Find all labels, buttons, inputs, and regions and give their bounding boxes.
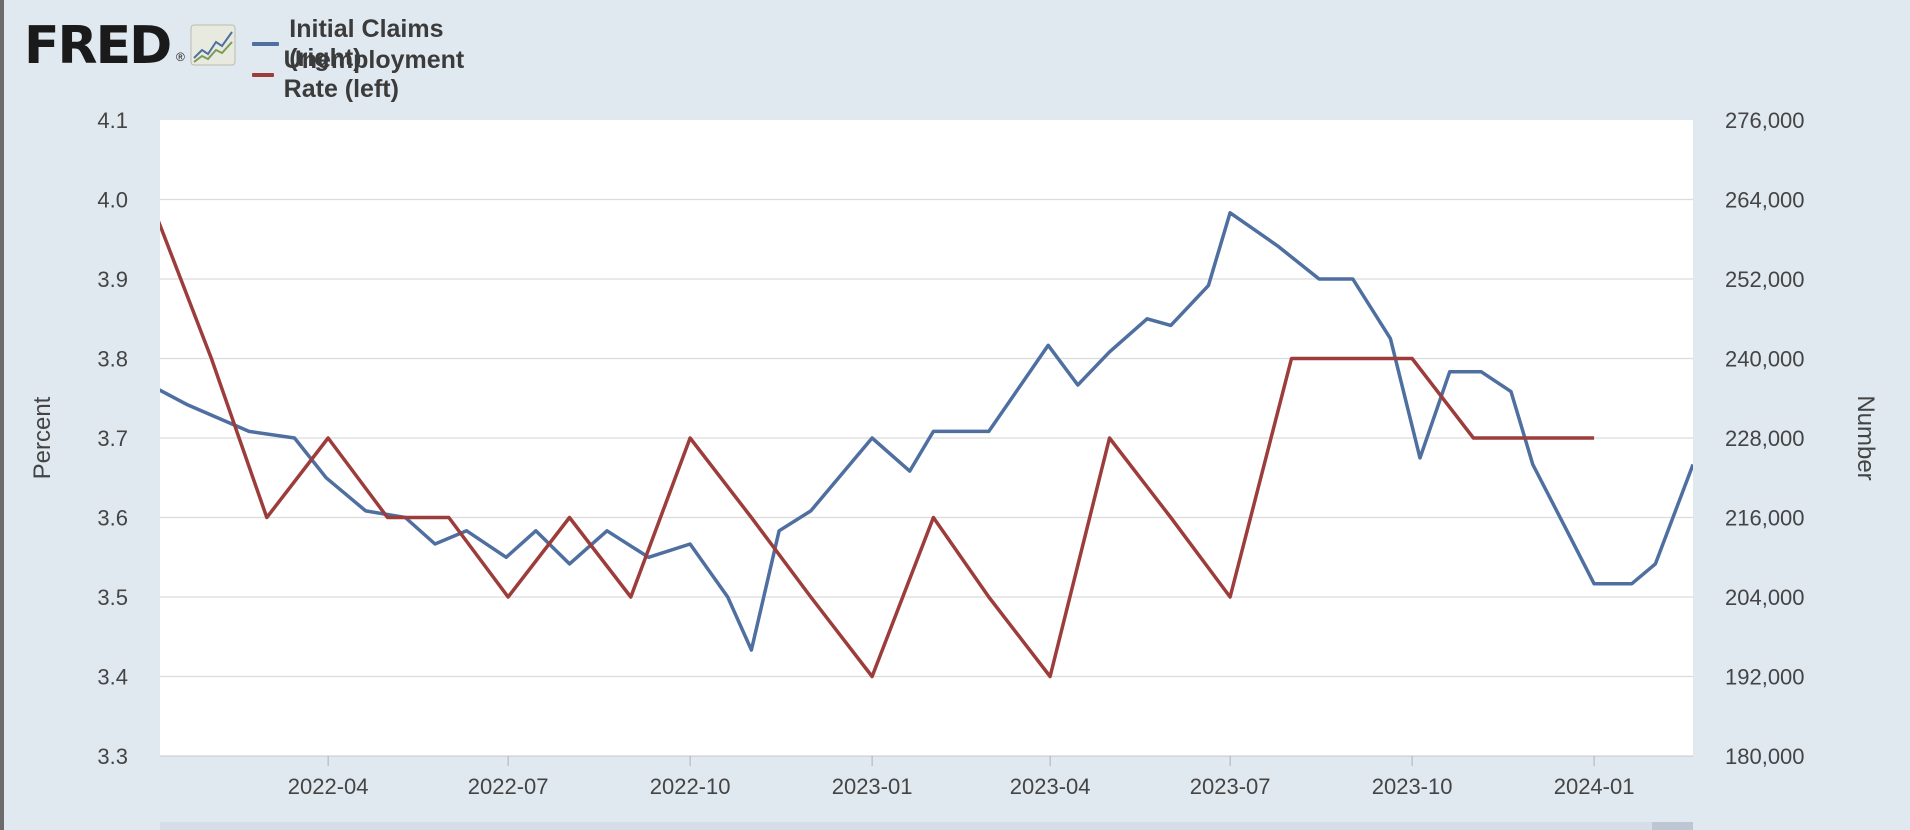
registered-mark: ® [176, 50, 185, 64]
legend-label-initial-claims: Initial Claims (right) [289, 14, 444, 72]
legend-item-unemployment-rate[interactable]: Unemployment Rate (left) [252, 46, 477, 103]
x-tick-label: 2024-01 [1554, 774, 1635, 799]
y-tick-label-right: 216,000 [1725, 506, 1805, 531]
y-tick-label-left: 3.4 [97, 665, 128, 690]
x-axis: 2022-04 2022-07 2022-10 2023-01 2023-04 2023-… [160, 755, 1693, 799]
y-tick-label-left: 3.7 [97, 426, 128, 451]
x-tick-label: 2022-04 [288, 774, 369, 799]
legend-swatch-unemployment-rate [252, 72, 274, 77]
y-tick-label-right: 240,000 [1725, 347, 1805, 372]
series-layer [150, 200, 1693, 679]
y-axis-left: 3.3 3.4 3.5 3.6 3.7 3.8 3.9 4.0 4.1 [97, 108, 128, 769]
y-tick-label-left: 3.3 [97, 744, 128, 769]
x-tick-label: 2023-04 [1010, 774, 1091, 799]
x-tick-label: 2022-10 [650, 774, 731, 799]
y-tick-label-right: 204,000 [1725, 585, 1805, 610]
series-line-unemployment-rate[interactable] [150, 200, 1595, 679]
x-tick-label: 2023-01 [832, 774, 913, 799]
y-tick-label-right: 180,000 [1725, 744, 1805, 769]
navigator-bar[interactable] [160, 822, 1693, 830]
y-tick-label-left: 3.8 [97, 347, 128, 372]
y-tick-label-left: 3.9 [97, 267, 128, 292]
fred-graph-icon [190, 24, 236, 66]
x-tick-label: 2023-07 [1190, 774, 1271, 799]
series-line-initial-claims[interactable] [150, 211, 1693, 652]
y-tick-label-left: 4.0 [97, 188, 128, 213]
legend-label-unemployment-rate: Unemployment Rate (left) [283, 45, 465, 103]
legend-item-initial-claims[interactable]: Initial Claims (right) [252, 15, 477, 72]
legend-swatch-initial-claims [252, 41, 280, 46]
y-axis-left-title: Percent [29, 396, 56, 479]
x-tick-label: 2023-10 [1372, 774, 1453, 799]
navigator-handle[interactable] [1652, 822, 1693, 830]
y-tick-label-right: 276,000 [1725, 108, 1805, 133]
y-tick-label-right: 192,000 [1725, 665, 1805, 690]
x-tick-label: 2022-07 [468, 774, 549, 799]
y-axis-right-title: Number [1852, 395, 1879, 480]
y-tick-label-left: 3.6 [97, 506, 128, 531]
chart-legend: Initial Claims (right) Unemployment Rate… [252, 15, 477, 103]
y-tick-label-left: 3.5 [97, 585, 128, 610]
y-tick-label-right: 228,000 [1725, 426, 1805, 451]
y-tick-label-right: 264,000 [1725, 188, 1805, 213]
y-tick-label-left: 4.1 [97, 108, 128, 133]
y-tick-label-right: 252,000 [1725, 267, 1805, 292]
y-axis-right: 180,000 192,000 204,000 216,000 228,000 240,0… [1725, 108, 1805, 769]
fred-logo[interactable]: FRED [24, 16, 172, 76]
